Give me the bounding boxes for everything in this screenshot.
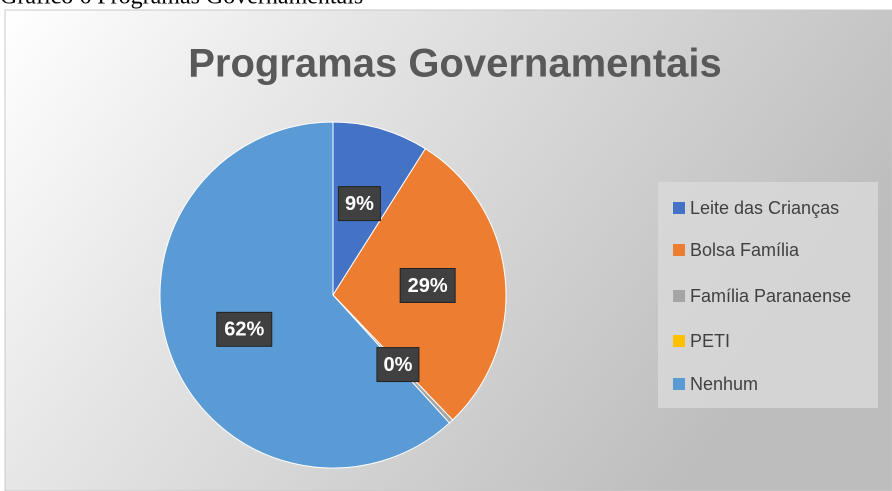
legend-label: Leite das Crianças: [690, 198, 839, 218]
data-label-box: [216, 311, 273, 347]
data-label-box: [399, 267, 456, 303]
data-label: 0%: [383, 354, 412, 376]
legend-label: Família Paranaense: [690, 286, 851, 306]
legend-swatch: [673, 244, 685, 256]
data-label: 29%: [408, 275, 448, 297]
data-label: 9%: [345, 193, 374, 215]
legend-swatch: [673, 335, 685, 347]
legend-label: Bolsa Família: [690, 240, 800, 260]
chart-title: Programas Governamentais: [188, 42, 722, 86]
legend-swatch: [673, 378, 685, 390]
data-label-box: [376, 347, 420, 383]
legend-label: PETI: [690, 331, 730, 351]
data-label-box: [337, 186, 381, 222]
caption: Gráfico 6 Programas Governamentais: [0, 0, 363, 10]
legend-label: Nenhum: [690, 374, 758, 394]
legend-swatch: [673, 290, 685, 302]
legend-swatch: [673, 202, 685, 214]
legend: [658, 182, 878, 408]
data-label: 62%: [224, 319, 264, 341]
